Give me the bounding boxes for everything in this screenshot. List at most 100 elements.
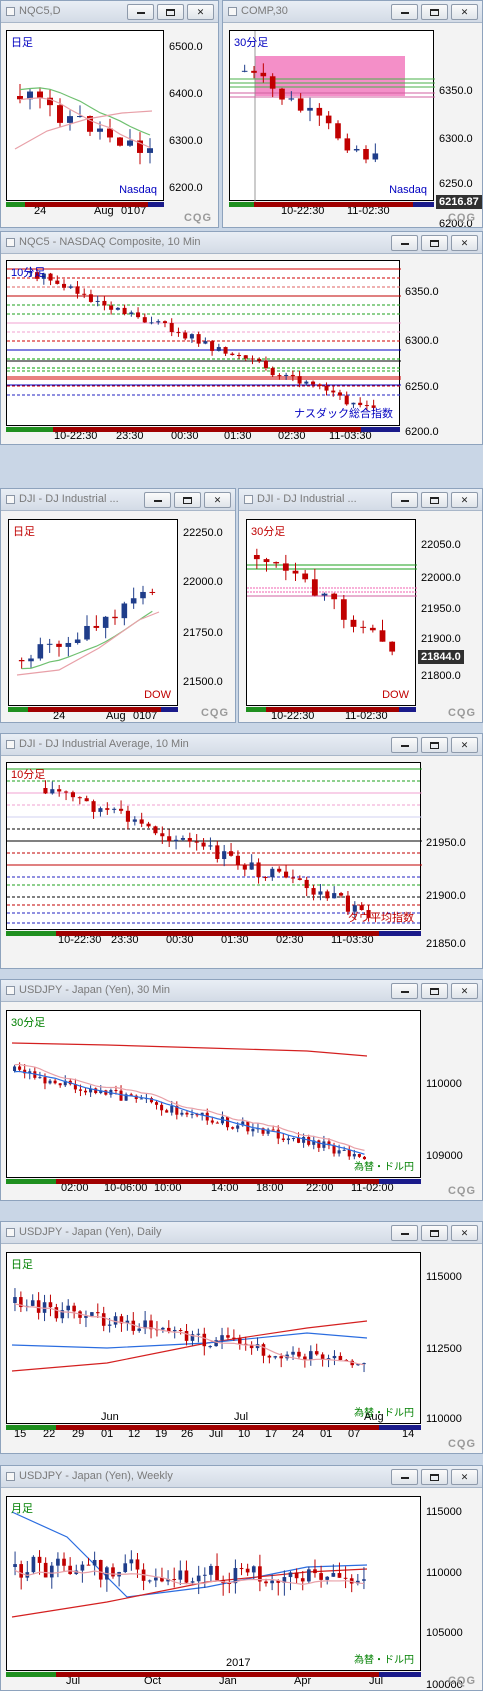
chart-window-usdjpy-weekly[interactable]: USDJPY - Japan (Yen), Weekly ✕ 月足 為替・ドル円 115… — [0, 1465, 483, 1691]
candle-body — [175, 1106, 179, 1115]
restore-button[interactable] — [421, 235, 448, 251]
minimize-button[interactable] — [391, 492, 418, 508]
title-bar[interactable]: DJI - DJ Industrial ... ✕ — [1, 489, 235, 511]
y-axis-tick-label: 6300.0 — [169, 135, 203, 147]
chart-window-nqc5-daily[interactable]: NQC5,D ✕ 日足 Nasdaq 6500.0 6400.0 6300.0 6200.0 2… — [0, 0, 219, 228]
candle-body — [18, 660, 25, 662]
chart-plot-area[interactable]: 30分足 Nasdaq — [229, 30, 435, 202]
close-button[interactable]: ✕ — [187, 4, 214, 20]
time-scrollbar[interactable] — [8, 707, 178, 712]
time-scrollbar[interactable] — [229, 202, 434, 207]
chart-plot-area[interactable]: 日足 Nasdaq — [6, 30, 164, 201]
period-label: 10分足 — [11, 267, 46, 279]
chart-plot-area[interactable]: 月足 為替・ドル円 — [6, 1496, 421, 1671]
close-button[interactable]: ✕ — [451, 1469, 478, 1485]
chart-plot-area[interactable]: 30分足 為替・ドル円 — [6, 1010, 421, 1178]
title-bar[interactable]: USDJPY - Japan (Yen), 30 Min ✕ — [1, 980, 482, 1002]
chart-plot-area[interactable]: 30分足 DOW — [246, 519, 417, 706]
candle-body — [229, 851, 234, 856]
close-button[interactable]: ✕ — [204, 492, 231, 508]
chart-plot-area[interactable]: 日足 為替・ドル円 — [6, 1252, 421, 1424]
candle-body — [369, 627, 376, 631]
minimize-button[interactable] — [391, 235, 418, 251]
candle-body — [267, 1355, 272, 1358]
restore-button[interactable] — [421, 1469, 448, 1485]
x-axis-tick-label: 10-22:30 — [58, 934, 102, 946]
title-bar[interactable]: USDJPY - Japan (Yen), Weekly ✕ — [1, 1466, 482, 1488]
chart-plot-area[interactable]: 10分足 ナスダック総合指数 — [6, 260, 401, 426]
candle-body — [362, 1579, 366, 1581]
time-scrollbar[interactable] — [246, 707, 416, 712]
candle-body — [360, 626, 367, 628]
close-button[interactable]: ✕ — [451, 492, 478, 508]
time-scrollbar[interactable] — [6, 1179, 421, 1184]
restore-button[interactable] — [157, 4, 184, 20]
cqg-logo: CQG — [447, 1675, 476, 1687]
chart-window-comp-30[interactable]: COMP,30 ✕ 30分足 Nasdaq 6350.0 6300.0 6250.0 6200… — [222, 0, 483, 228]
minimize-button[interactable] — [391, 983, 418, 999]
title-bar[interactable]: DJI - DJ Industrial Average, 10 Min ✕ — [1, 734, 482, 756]
instrument-label: 為替・ドル円 — [354, 1162, 414, 1173]
candle-body — [215, 1122, 219, 1124]
candle-body — [255, 1344, 260, 1349]
minimize-button[interactable] — [127, 4, 154, 20]
candle-body — [129, 312, 134, 315]
y-axis-tick-label: 112500 — [426, 1343, 462, 1355]
chart-window-dji-daily[interactable]: DJI - DJ Industrial ... ✕ 日足 DOW 22250.0 2200… — [0, 488, 236, 723]
x-axis-tick-label: 00:30 — [166, 934, 194, 946]
restore-button[interactable] — [421, 983, 448, 999]
candle-body — [355, 1580, 360, 1584]
restore-button[interactable] — [174, 492, 201, 508]
title-bar[interactable]: USDJPY - Japan (Yen), Daily ✕ — [1, 1222, 482, 1244]
minimize-button[interactable] — [391, 4, 418, 20]
close-button[interactable]: ✕ — [451, 235, 478, 251]
x-axis-tick-label: 11-03:30 — [329, 430, 372, 442]
candle-body — [371, 405, 376, 408]
minimize-button[interactable] — [391, 1469, 418, 1485]
candle-body — [327, 1141, 331, 1146]
candle-body — [75, 286, 80, 294]
candle-body — [227, 1582, 232, 1584]
time-scrollbar[interactable] — [6, 931, 421, 936]
chart-window-usdjpy-30[interactable]: USDJPY - Japan (Yen), 30 Min ✕ 30分足 為替・ドル円 1… — [0, 979, 483, 1201]
minimize-icon — [400, 11, 409, 14]
restore-button[interactable] — [421, 1225, 448, 1241]
title-bar[interactable]: NQC5 - NASDAQ Composite, 10 Min ✕ — [1, 232, 482, 254]
chart-window-dji-30[interactable]: DJI - DJ Industrial ... ✕ 30分足 DOW 22050.0 22… — [238, 488, 483, 723]
chart-window-usdjpy-daily[interactable]: USDJPY - Japan (Yen), Daily ✕ 日足 為替・ドル円 1150… — [0, 1221, 483, 1454]
close-button[interactable]: ✕ — [451, 983, 478, 999]
time-scrollbar[interactable] — [6, 427, 400, 432]
chart-plot-area[interactable]: 10分足 ダウ平均指数 — [6, 762, 422, 930]
restore-button[interactable] — [421, 737, 448, 753]
candle-body — [263, 360, 268, 369]
minimize-button[interactable] — [144, 492, 171, 508]
restore-button[interactable] — [421, 492, 448, 508]
minimize-button[interactable] — [391, 737, 418, 753]
close-button[interactable]: ✕ — [451, 737, 478, 753]
chart-window-dji-10[interactable]: DJI - DJ Industrial Average, 10 Min ✕ 10分足… — [0, 733, 483, 969]
chart-plot-area[interactable]: 日足 DOW — [8, 519, 178, 706]
time-scrollbar[interactable] — [6, 1672, 421, 1677]
minimize-icon — [400, 1476, 409, 1479]
time-scrollbar[interactable] — [6, 1425, 421, 1430]
time-scrollbar[interactable] — [6, 202, 164, 207]
time-scrollbar-segment — [8, 707, 29, 712]
cqg-logo: CQG — [447, 1185, 476, 1197]
minimize-button[interactable] — [391, 1225, 418, 1241]
candle-body — [66, 1305, 70, 1311]
close-button[interactable]: ✕ — [451, 1225, 478, 1241]
y-axis-tick-label: 6300.0 — [439, 133, 473, 145]
title-bar[interactable]: DJI - DJ Industrial ... ✕ — [239, 489, 482, 511]
x-axis-tick-label: 01 — [133, 710, 146, 722]
title-bar[interactable]: NQC5,D ✕ — [1, 1, 218, 23]
candle-body — [90, 1312, 94, 1316]
candle-body — [121, 603, 128, 619]
title-bar[interactable]: COMP,30 ✕ — [223, 1, 482, 23]
close-button[interactable]: ✕ — [451, 4, 478, 20]
candle-body — [64, 791, 69, 793]
window-title: DJI - DJ Industrial Average, 10 Min — [19, 738, 189, 750]
candle-body — [389, 641, 396, 652]
restore-button[interactable] — [421, 4, 448, 20]
candle-body — [124, 1094, 128, 1101]
chart-window-nqc5-10[interactable]: NQC5 - NASDAQ Composite, 10 Min ✕ 10分足 ナスダッ… — [0, 231, 483, 445]
